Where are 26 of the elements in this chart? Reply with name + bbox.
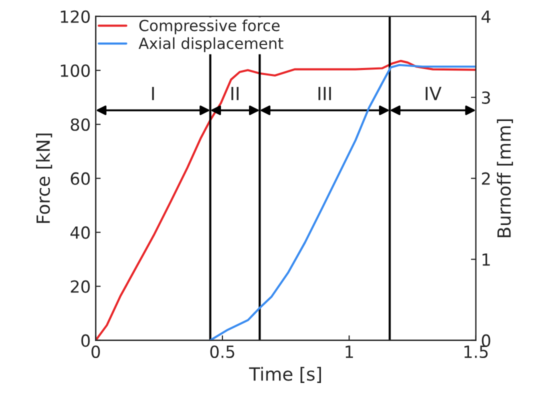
y-tick-label: 100 xyxy=(60,64,90,77)
y2-tick-label: 3 xyxy=(482,91,490,104)
x-axis-title: Time [s] xyxy=(249,366,321,383)
line-series xyxy=(209,64,476,340)
y-tick-label: 20 xyxy=(70,280,90,293)
annotation: III xyxy=(318,86,331,100)
y-tick-label: 120 xyxy=(60,10,90,23)
legend-label: Compressive force xyxy=(139,19,280,34)
legend-label: Axial displacement xyxy=(138,37,284,52)
y-tick-label: 60 xyxy=(70,172,90,185)
y-tick-label: 0 xyxy=(81,334,90,347)
y2-axis-title: Burnoff [mm] xyxy=(496,119,514,238)
x-tick-label: 1 xyxy=(346,346,353,358)
y-tick-label: 40 xyxy=(70,226,90,239)
y2-tick-label: 1 xyxy=(482,254,490,266)
y-tick-label: 80 xyxy=(70,118,90,131)
y-axis-title: Force [kN] xyxy=(36,134,52,223)
x-tick-label: 1.5 xyxy=(464,346,488,358)
x-tick-label: 0 xyxy=(92,345,100,358)
y2-tick-label: 2 xyxy=(482,172,490,185)
y2-tick-label: 0 xyxy=(482,334,490,347)
annotation: I xyxy=(152,86,154,100)
annotation: II xyxy=(231,86,239,100)
y2-tick-label: 4 xyxy=(482,10,490,23)
annotation: IV xyxy=(426,86,442,100)
x-tick-label: 0.5 xyxy=(210,345,234,358)
